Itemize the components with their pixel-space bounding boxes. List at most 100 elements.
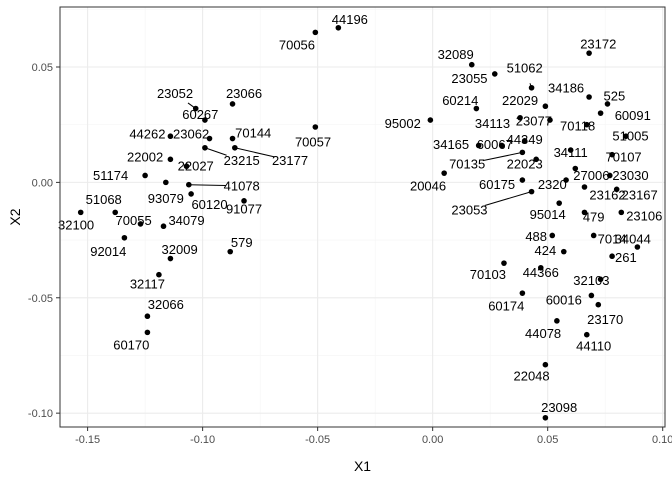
data-point <box>533 156 539 163</box>
point-label: 34165 <box>433 137 469 152</box>
data-point <box>156 271 162 278</box>
point-label: 525 <box>604 88 626 103</box>
point-label: 261 <box>615 250 637 265</box>
data-point <box>77 209 84 216</box>
data-point <box>549 232 556 239</box>
data-point <box>498 142 505 149</box>
data-point <box>517 114 523 121</box>
data-point <box>121 234 128 241</box>
grid-layer <box>60 7 665 427</box>
label-connector <box>188 184 226 186</box>
point-label: 7014 <box>598 231 627 246</box>
data-point <box>581 184 588 190</box>
point-label: 92014 <box>90 244 126 259</box>
data-point <box>586 50 592 56</box>
x-tick-label: 0.05 <box>537 434 558 446</box>
point-label: 70056 <box>279 38 315 53</box>
point-label: 60016 <box>546 293 582 308</box>
data-point <box>563 177 569 183</box>
point-label: 32100 <box>58 218 94 233</box>
x-axis-title: X1 <box>354 458 371 474</box>
data-point <box>167 156 174 163</box>
data-point <box>604 101 611 107</box>
data-point <box>519 177 526 183</box>
y-axis-title: X2 <box>7 208 23 225</box>
label-connector <box>484 191 532 206</box>
data-point <box>547 117 553 123</box>
data-point <box>227 248 234 255</box>
point-label: 488 <box>525 229 547 244</box>
point-label: 579 <box>231 235 253 250</box>
data-point <box>528 188 535 195</box>
point-label: 23066 <box>226 86 262 101</box>
data-point <box>583 121 590 128</box>
point-label: 44196 <box>332 12 368 27</box>
point-label: 22023 <box>507 156 543 171</box>
point-label: 32009 <box>162 242 198 257</box>
data-point <box>519 149 526 156</box>
point-label: 34111 <box>554 145 588 160</box>
point-label: 95014 <box>530 207 566 222</box>
point-label: 34079 <box>168 213 204 228</box>
point-label: 22027 <box>178 159 214 174</box>
point-label: 70055 <box>116 213 152 228</box>
point-label: 34186 <box>548 80 584 95</box>
data-point <box>312 29 319 36</box>
data-point <box>142 172 148 179</box>
point-label: 70107 <box>606 150 642 165</box>
point-label: 20046 <box>410 178 446 193</box>
point-label: 60175 <box>479 177 515 192</box>
data-point <box>427 117 434 123</box>
point-label: 70144 <box>235 125 271 140</box>
point-label: 51062 <box>507 61 543 76</box>
data-point <box>202 144 208 151</box>
x-tick-label: -0.05 <box>305 434 330 446</box>
data-point <box>335 24 342 31</box>
data-point <box>581 209 588 216</box>
point-label: 44349 <box>507 132 543 147</box>
data-point <box>186 181 192 188</box>
point-label: 44262 <box>129 126 165 141</box>
point-label: 51174 <box>93 168 128 183</box>
y-tick-label: 0.05 <box>32 62 53 74</box>
point-label: 23030 <box>612 168 648 183</box>
data-point <box>623 133 629 140</box>
data-point <box>567 147 574 153</box>
point-label: 32066 <box>148 297 184 312</box>
label-connector <box>482 151 523 162</box>
point-label: 60067 <box>477 137 513 152</box>
data-point <box>595 301 602 308</box>
point-label: 34113 <box>475 116 510 131</box>
point-label: 70135 <box>449 156 485 171</box>
point-label: 60267 <box>182 107 218 122</box>
data-point <box>528 84 535 91</box>
point-layer <box>77 24 641 421</box>
x-tick-label: -0.10 <box>190 434 215 446</box>
point-label: 23053 <box>451 203 487 218</box>
data-point <box>583 331 590 338</box>
data-point <box>554 318 560 324</box>
point-label: 479 <box>583 210 605 225</box>
point-label: 95002 <box>385 116 421 131</box>
data-point <box>312 124 319 130</box>
point-label: 51005 <box>612 129 648 144</box>
point-label: 91077 <box>226 201 262 216</box>
point-label: 23172 <box>580 36 616 51</box>
data-point <box>542 361 549 368</box>
axis-layer: -0.15 -0.10 -0.05 0.00 0.05 0.10 0.05 0.00 -0.05… <box>28 62 672 446</box>
connector-layer <box>187 83 553 236</box>
point-label: 23098 <box>541 400 577 415</box>
point-label: 44366 <box>523 265 559 280</box>
point-label: 70103 <box>470 267 506 282</box>
label-connector <box>234 147 275 158</box>
point-label: 34044 <box>615 231 651 246</box>
data-point <box>167 255 174 262</box>
point-label: 51068 <box>86 192 122 207</box>
x-tick-label: -0.15 <box>75 434 100 446</box>
label-layer: 44196 70056 23172 32089 23055 51062 34186 525 60… <box>58 12 662 415</box>
data-point <box>192 105 199 112</box>
data-point <box>491 71 498 77</box>
data-point <box>519 290 526 296</box>
data-point <box>618 209 625 216</box>
